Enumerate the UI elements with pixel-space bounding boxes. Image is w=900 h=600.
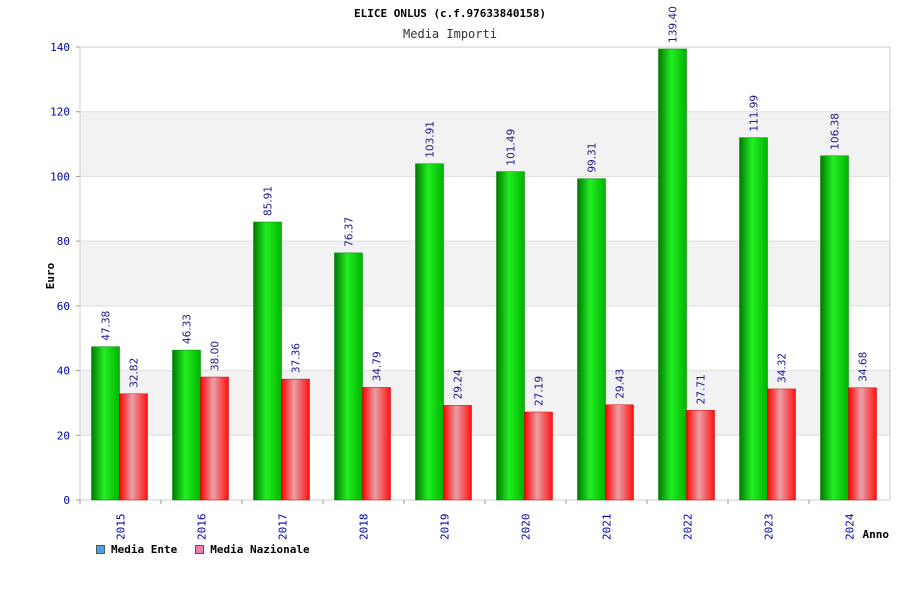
bar-media-nazionale: [605, 404, 634, 501]
legend-item-media-nazionale: Media Nazionale: [195, 543, 310, 556]
bar-value-label: 29.24: [453, 369, 465, 399]
bar-value-label: 85.91: [263, 186, 275, 216]
bar-media-nazionale: [686, 410, 715, 501]
plot-band: [80, 241, 890, 306]
y-tick-label: 80: [57, 235, 70, 248]
bar-value-label: 103.91: [425, 121, 437, 158]
bar-value-label: 106.38: [830, 113, 842, 150]
x-tick-label: 2017: [277, 514, 290, 541]
y-tick-label: 120: [50, 106, 70, 119]
x-tick-label: 2019: [439, 514, 452, 541]
y-tick-label: 100: [50, 170, 70, 183]
bar-media-ente: [172, 349, 201, 501]
legend-swatch-media-nazionale: [195, 545, 205, 554]
bar-value-label: 37.36: [291, 343, 303, 373]
bar-media-ente: [496, 171, 525, 501]
plot-band: [80, 305, 890, 371]
bar-media-ente: [415, 163, 444, 501]
x-axis-label: Anno: [863, 528, 890, 541]
y-tick-label: 40: [57, 365, 70, 378]
bar-media-nazionale: [119, 393, 148, 501]
bar-media-ente: [739, 137, 768, 501]
x-tick-label: 2020: [520, 514, 533, 541]
bar-value-label: 111.99: [749, 95, 761, 132]
bar-value-label: 101.49: [506, 129, 518, 166]
bar-value-label: 34.32: [777, 353, 789, 383]
x-tick-label: 2021: [601, 514, 614, 541]
bar-media-ente: [334, 252, 363, 501]
bar-media-nazionale: [362, 387, 391, 501]
plot-band: [80, 111, 890, 177]
bar-media-ente: [253, 221, 282, 501]
bar-value-label: 27.19: [534, 376, 546, 406]
bar-value-label: 99.31: [587, 143, 599, 173]
x-tick-label: 2024: [844, 513, 857, 540]
x-tick-label: 2016: [196, 514, 209, 541]
plot-band: [80, 176, 890, 242]
legend: Media Ente Media Nazionale: [96, 543, 310, 556]
bar-media-nazionale: [443, 405, 472, 501]
x-tick-label: 2015: [115, 514, 128, 541]
bar-media-ente: [91, 346, 120, 501]
plot-band: [80, 47, 890, 112]
bar-value-label: 32.82: [129, 358, 141, 388]
bar-media-nazionale: [200, 376, 229, 501]
plot-area: 0 20 40 60 80 100 120 140 47.38 32.82 2015 46.33 38.…: [50, 6, 891, 541]
bar-value-label: 47.38: [101, 311, 113, 341]
bar-value-label: 34.79: [372, 351, 384, 381]
x-tick-label: 2022: [682, 514, 695, 541]
bar-value-label: 29.43: [615, 369, 627, 399]
bar-value-label: 34.68: [858, 352, 870, 382]
bar-value-label: 76.37: [344, 217, 356, 247]
legend-label-media-nazionale: Media Nazionale: [210, 543, 310, 556]
x-tick-label: 2018: [358, 514, 371, 541]
bar-media-nazionale: [767, 388, 796, 501]
y-tick-label: 140: [50, 41, 70, 54]
y-tick-label: 20: [57, 429, 70, 442]
chart-subtitle: Media Importi: [403, 27, 497, 41]
legend-item-media-ente: Media Ente: [96, 543, 177, 556]
bar-value-label: 38.00: [210, 341, 222, 371]
bar-media-nazionale: [281, 378, 310, 501]
legend-label-media-ente: Media Ente: [111, 543, 178, 556]
bar-media-nazionale: [848, 387, 877, 501]
bar-value-label: 46.33: [182, 314, 194, 344]
x-tick-label: 2023: [763, 514, 776, 541]
chart-title: ELICE ONLUS (c.f.97633840158): [354, 7, 546, 20]
bar-media-nazionale: [524, 411, 553, 501]
bar-media-ente: [820, 155, 849, 501]
y-axis-label: Euro: [44, 262, 57, 289]
y-tick-label: 0: [63, 494, 70, 507]
bar-value-label: 27.71: [696, 374, 708, 404]
bar-value-label: 139.40: [668, 6, 680, 43]
legend-swatch-media-ente: [96, 545, 105, 554]
bar-media-ente: [658, 48, 687, 501]
bar-media-ente: [577, 178, 606, 501]
y-tick-label: 60: [57, 300, 70, 313]
